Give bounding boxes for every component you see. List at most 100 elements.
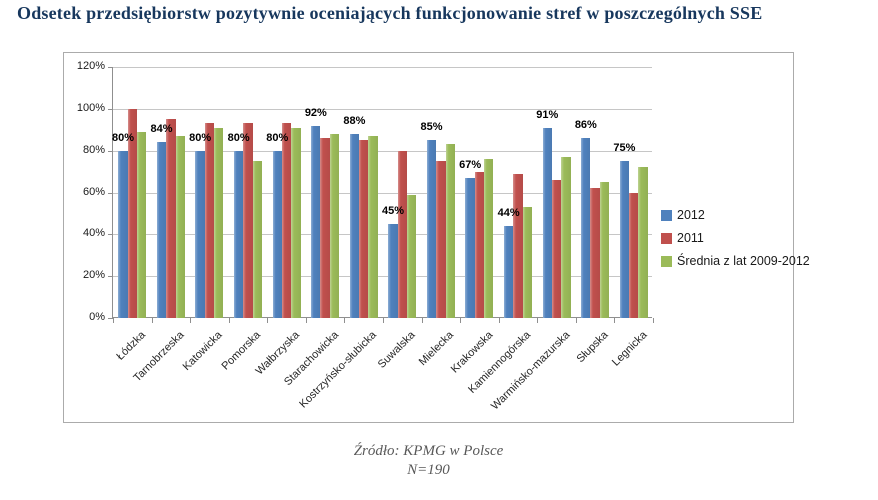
- gridline: [113, 67, 652, 68]
- source-line: Źródło: KPMG w Polsce: [353, 443, 504, 459]
- legend-label-srednia-z-lat-2009-2012: Średnia z lat 2009-2012: [677, 254, 810, 268]
- gridline: [113, 234, 652, 236]
- source-note: Źródło: KPMG w Polsce N=190: [63, 442, 794, 480]
- data-label: 80%: [266, 131, 289, 144]
- data-label: 91%: [536, 108, 559, 121]
- y-axis-label: 40%: [82, 227, 105, 240]
- x-axis-tick: [498, 318, 500, 323]
- y-axis-tick: [108, 108, 113, 110]
- data-label: 85%: [420, 121, 443, 134]
- x-axis-tick: [575, 318, 577, 323]
- x-axis-label: Kostrzyńsko-słubicka: [297, 329, 380, 411]
- data-label: 80%: [227, 131, 250, 144]
- bar-srednia-z-lat-2009-2012: [561, 156, 571, 318]
- bar-2012: [388, 223, 398, 318]
- bar-2011: [243, 123, 253, 318]
- sample-size: N=190: [407, 461, 450, 478]
- gridline: [113, 276, 652, 278]
- gridline: [113, 192, 652, 194]
- bar-srednia-z-lat-2009-2012: [136, 131, 147, 318]
- x-axis-label: Legnicka: [609, 329, 650, 369]
- bar-2012: [426, 140, 437, 318]
- bar-srednia-z-lat-2009-2012: [329, 133, 340, 318]
- x-axis-label: Słupska: [574, 329, 611, 366]
- bar-srednia-z-lat-2009-2012: [406, 194, 417, 318]
- bar-2012: [542, 127, 552, 318]
- bar-2012: [619, 161, 630, 318]
- bar-srednia-z-lat-2009-2012: [368, 136, 378, 318]
- x-axis-tick: [460, 318, 462, 323]
- bar-2011: [204, 123, 215, 318]
- bar-srednia-z-lat-2009-2012: [522, 207, 532, 318]
- x-axis-tick: [228, 318, 230, 323]
- x-axis-tick: [113, 318, 114, 323]
- x-axis-tick: [151, 318, 153, 323]
- bar-srednia-z-lat-2009-2012: [484, 159, 494, 318]
- x-axis-tick: [267, 318, 269, 323]
- data-label: 80%: [111, 131, 135, 144]
- bar-2012: [156, 142, 167, 318]
- y-axis-tick: [108, 276, 113, 278]
- legend-item: Średnia z lat 2009-2012: [661, 254, 810, 268]
- data-label: 88%: [343, 114, 366, 127]
- bar-2012: [581, 138, 591, 318]
- bar-2011: [436, 161, 446, 318]
- bar-2011: [551, 179, 562, 318]
- y-axis-label: 120%: [76, 60, 105, 72]
- legend-swatch-2012: [661, 209, 672, 221]
- legend-swatch-srednia-z-lat-2009-2012: [661, 255, 672, 267]
- legend-label-2012: 2012: [677, 208, 705, 222]
- x-axis-tick: [537, 318, 539, 323]
- x-axis-tick: [190, 318, 192, 323]
- x-axis-label: Łódzka: [114, 329, 148, 363]
- x-axis-tick: [383, 318, 384, 323]
- data-label: 84%: [150, 123, 173, 136]
- legend-swatch-2011: [661, 232, 672, 244]
- legend-item: 2011: [661, 231, 810, 245]
- y-axis-tick: [108, 234, 113, 236]
- x-axis-label: Mielecka: [417, 329, 457, 369]
- x-axis-tick: [653, 318, 654, 323]
- bar-2011: [629, 192, 639, 318]
- bar-srednia-z-lat-2009-2012: [291, 127, 301, 318]
- gridline: [113, 150, 652, 152]
- data-label: 44%: [497, 206, 520, 219]
- gridline: [113, 108, 652, 110]
- x-axis-tick: [421, 318, 423, 323]
- x-axis-tick: [614, 318, 616, 323]
- y-axis-tick: [108, 192, 113, 194]
- bar-srednia-z-lat-2009-2012: [214, 127, 224, 318]
- bar-2012: [118, 150, 128, 318]
- x-axis-tick: [305, 318, 307, 323]
- x-axis-label: Suwalska: [376, 329, 418, 371]
- bar-2012: [311, 125, 321, 318]
- bar-2012: [195, 150, 205, 318]
- data-label: 75%: [613, 142, 636, 155]
- bar-2011: [127, 108, 137, 318]
- bar-2012: [234, 150, 244, 318]
- bar-2011: [359, 140, 369, 318]
- x-axis-tick: [344, 318, 346, 323]
- bar-2011: [513, 173, 523, 318]
- bar-srednia-z-lat-2009-2012: [599, 182, 610, 318]
- data-label: 80%: [189, 131, 212, 144]
- y-axis-label: 100%: [76, 101, 105, 114]
- y-axis-label: 0%: [89, 311, 105, 323]
- data-label: 45%: [381, 204, 404, 217]
- bar-2012: [272, 150, 282, 318]
- y-axis-tick: [108, 67, 113, 68]
- bar-2012: [465, 177, 475, 318]
- bar-2011: [320, 138, 330, 318]
- page-title: Odsetek przedsiębiorstw pozytywnie oceni…: [17, 3, 763, 23]
- data-label: 86%: [574, 119, 597, 132]
- bar-2012: [504, 225, 514, 318]
- data-label: 92%: [304, 106, 327, 119]
- chart-legend: 2012 2011 Średnia z lat 2009-2012: [661, 208, 810, 268]
- bar-srednia-z-lat-2009-2012: [445, 144, 455, 318]
- bar-srednia-z-lat-2009-2012: [638, 167, 648, 318]
- bar-2011: [590, 188, 600, 318]
- bar-2011: [397, 150, 407, 318]
- legend-label-2011: 2011: [677, 231, 704, 245]
- bar-srednia-z-lat-2009-2012: [252, 161, 262, 318]
- chart-container: 0% 20% 40% 60% 80% 100% 120% 80% Łódzka 84% Tarnob…: [63, 52, 810, 423]
